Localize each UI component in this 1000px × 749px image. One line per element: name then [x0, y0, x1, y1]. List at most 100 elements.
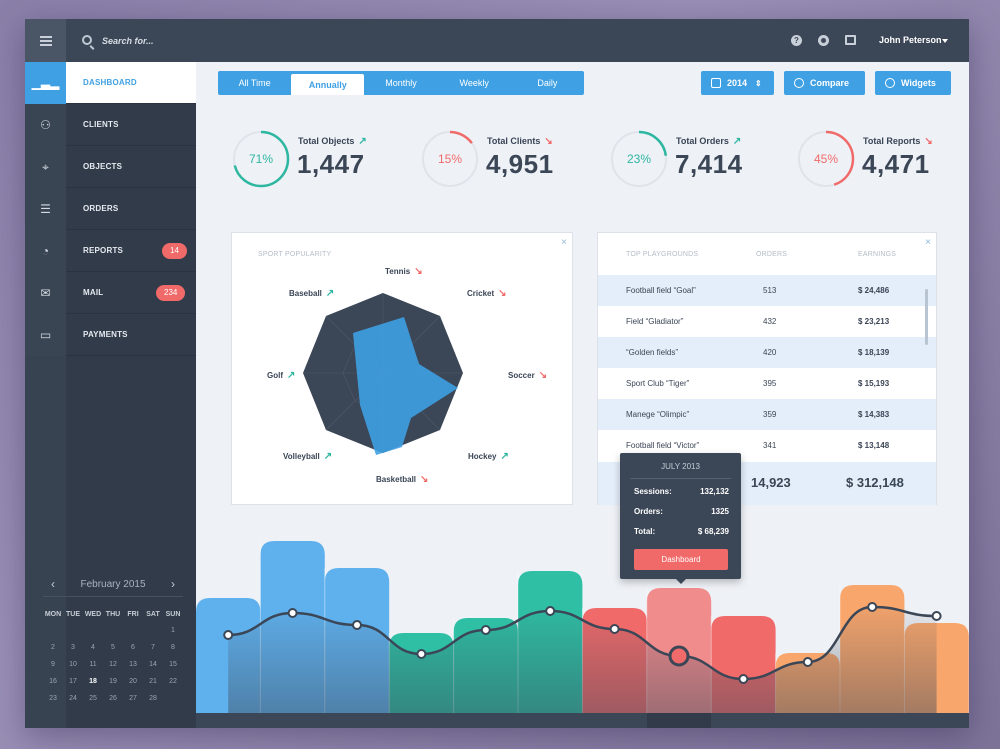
x-axis-label[interactable]: NOV — [904, 713, 968, 728]
calendar-day[interactable]: 14 — [149, 661, 157, 668]
stat-label: Total Reports ↘ — [863, 136, 933, 147]
compare-button[interactable]: Compare — [784, 71, 865, 95]
x-axis-label[interactable]: DEC — [196, 713, 260, 728]
mini-calendar: ‹ February 2015 › MON TUE WED THU FRI SAT SUN 1… — [43, 575, 183, 707]
tab-annually[interactable]: Annually — [291, 74, 365, 95]
calendar-day[interactable]: 16 — [49, 678, 57, 685]
tab-weekly[interactable]: Weekly — [459, 78, 489, 88]
x-axis-label[interactable]: SEPT — [776, 713, 840, 728]
calendar-day[interactable]: 19 — [109, 678, 117, 685]
calendar-day[interactable]: 24 — [69, 695, 77, 702]
x-axis-label[interactable]: APR — [454, 713, 518, 728]
data-point-aug[interactable] — [738, 674, 749, 684]
progress-ring — [797, 130, 855, 188]
calendar-day[interactable]: 28 — [149, 695, 157, 702]
help-icon[interactable]: ? — [791, 35, 802, 46]
close-icon[interactable]: × — [561, 237, 567, 248]
calendar-day[interactable]: 9 — [51, 661, 55, 668]
calendar-day-of-week: THU — [105, 611, 121, 618]
total-orders: 14,923 — [751, 475, 791, 490]
data-point-feb[interactable] — [352, 620, 362, 630]
sidebar-item-clients[interactable]: ⚇ CLIENTS — [25, 104, 196, 146]
stat-value: 7,414 — [675, 149, 743, 179]
sidebar-item-payments[interactable]: ▭ PAYMENTS — [25, 314, 196, 356]
year-select[interactable]: 2014 ⇕ — [701, 71, 774, 95]
calendar-day[interactable]: 17 — [69, 678, 77, 685]
data-point-dec[interactable] — [223, 630, 234, 640]
calendar-day[interactable]: 26 — [109, 695, 117, 702]
caret-down-icon[interactable] — [942, 39, 948, 43]
tab-daily[interactable]: Daily — [537, 78, 558, 88]
calendar-next-button[interactable]: › — [171, 577, 175, 591]
x-axis-label[interactable]: JUNE — [582, 713, 646, 728]
sidebar-item-reports[interactable]: ◔ REPORTS 14 — [25, 230, 196, 272]
playground-name: Sport Club “Tiger” — [626, 379, 690, 388]
sidebar-item-dashboard[interactable]: ▁▃▂ DASHBOARD — [25, 62, 196, 104]
calendar-day[interactable]: 20 — [129, 678, 137, 685]
calendar-day[interactable]: 21 — [149, 678, 157, 685]
x-axis-label[interactable]: JAN — [260, 713, 324, 728]
stat-card: 15% Total Clients ↘ 4,951 — [420, 129, 600, 193]
calendar-day[interactable]: 10 — [69, 661, 77, 668]
data-point-sept[interactable] — [802, 657, 813, 667]
table-row[interactable]: Football field “Goal” 513 $ 24,486 — [598, 275, 936, 306]
trend-up-icon: ↗ — [500, 451, 509, 462]
calendar-day[interactable]: 15 — [169, 661, 177, 668]
data-point-jan[interactable] — [287, 608, 298, 618]
widgets-button[interactable]: Widgets — [875, 71, 951, 95]
menu-button[interactable] — [25, 19, 66, 62]
search-input[interactable] — [102, 33, 302, 49]
inbox-icon[interactable] — [845, 35, 856, 45]
sidebar-item-mail[interactable]: ✉ MAIL 234 — [25, 272, 196, 314]
data-point-may[interactable] — [545, 606, 556, 616]
x-axis-label[interactable]: JULY — [646, 713, 711, 728]
table-row[interactable]: Field “Gladiator” 432 $ 23,213 — [598, 306, 936, 337]
calendar-day[interactable]: 4 — [91, 644, 95, 651]
table-row[interactable]: “Golden fields” 420 $ 18,139 — [598, 337, 936, 368]
calendar-day[interactable]: 1 — [171, 627, 175, 634]
table-row[interactable]: Football field “Victor” 341 $ 13,148 — [598, 430, 936, 461]
calendar-day[interactable]: 11 — [89, 661, 97, 668]
calendar-prev-button[interactable]: ‹ — [51, 577, 55, 591]
sidebar-item-orders[interactable]: ☰ ORDERS — [25, 188, 196, 230]
data-point-june[interactable] — [609, 624, 620, 634]
close-icon[interactable]: × — [925, 237, 931, 248]
search-icon[interactable] — [82, 35, 92, 45]
data-point-july[interactable] — [668, 645, 690, 667]
data-point-mar[interactable] — [416, 649, 427, 659]
calendar-day[interactable]: 3 — [71, 644, 75, 651]
x-axis-label[interactable]: OCT — [840, 713, 904, 728]
calendar-day[interactable]: 13 — [129, 661, 137, 668]
sport-name: Cricket — [467, 289, 495, 298]
table-row[interactable]: Manege “Olimpic” 359 $ 14,383 — [598, 399, 936, 430]
calendar-day[interactable]: 6 — [131, 644, 135, 651]
user-menu[interactable]: John Peterson — [879, 35, 942, 45]
stat-percent: 23% — [626, 152, 652, 166]
data-point-apr[interactable] — [480, 625, 491, 635]
calendar-day[interactable]: 2 — [51, 644, 55, 651]
calendar-day[interactable]: 23 — [49, 695, 57, 702]
tooltip-dashboard-button[interactable]: Dashboard — [634, 549, 728, 570]
calendar-day[interactable]: 18 — [89, 678, 97, 685]
calendar-day[interactable]: 12 — [109, 661, 117, 668]
tab-all-time[interactable]: All Time — [238, 78, 271, 88]
sidebar-item-objects[interactable]: ⌖ OBJECTS — [25, 146, 196, 188]
calendar-day[interactable]: 5 — [111, 644, 115, 651]
x-axis-label[interactable]: MAR — [389, 713, 453, 728]
calendar-day[interactable]: 8 — [171, 644, 175, 651]
gear-icon[interactable] — [818, 35, 829, 46]
table-scrollbar[interactable] — [925, 289, 928, 345]
calendar-day[interactable]: 22 — [169, 678, 177, 685]
stat-card: 23% Total Orders ↗ 7,414 — [609, 129, 789, 193]
calendar-day[interactable]: 27 — [129, 695, 137, 702]
calendar-day[interactable]: 25 — [89, 695, 97, 702]
data-point-nov[interactable] — [931, 611, 942, 621]
data-point-oct[interactable] — [867, 602, 878, 612]
table-row[interactable]: Sport Club “Tiger” 395 $ 15,193 — [598, 368, 936, 399]
calendar-day[interactable]: 7 — [151, 644, 155, 651]
sport-name: Hockey — [468, 452, 497, 461]
x-axis-label[interactable]: FEB — [325, 713, 389, 728]
x-axis-label[interactable]: MAY — [518, 713, 582, 728]
tab-monthly[interactable]: Monthly — [385, 78, 417, 88]
x-axis-label[interactable]: AUG — [711, 713, 775, 728]
